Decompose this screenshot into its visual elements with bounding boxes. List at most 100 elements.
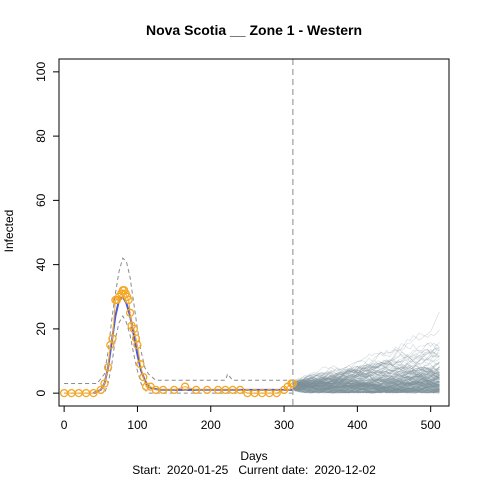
projection-line bbox=[292, 373, 440, 392]
x-tick-label: 0 bbox=[61, 418, 68, 432]
y-tick-label: 20 bbox=[34, 322, 48, 336]
projection-line bbox=[292, 365, 440, 387]
projection-line bbox=[292, 377, 440, 388]
fit-line bbox=[93, 295, 293, 395]
projection-line bbox=[292, 365, 440, 383]
observed-point bbox=[124, 295, 133, 305]
projection-line bbox=[292, 384, 440, 393]
projection-line bbox=[292, 375, 440, 389]
projection-line bbox=[292, 342, 440, 387]
observed-point bbox=[96, 385, 105, 395]
x-tick-label: 100 bbox=[127, 418, 147, 432]
projection-line bbox=[292, 375, 440, 389]
projection-line bbox=[292, 380, 440, 394]
projection-line bbox=[292, 366, 440, 394]
projection-line bbox=[292, 385, 440, 394]
observed-point bbox=[133, 340, 142, 350]
start-label: Start: bbox=[132, 463, 161, 477]
y-tick-label: 60 bbox=[34, 193, 48, 207]
projection-line bbox=[292, 377, 440, 392]
projection-line bbox=[292, 368, 440, 391]
projection-line bbox=[292, 379, 440, 390]
projection-line bbox=[292, 385, 440, 394]
projection-line bbox=[292, 376, 440, 393]
confidence-band bbox=[64, 257, 293, 394]
projection-line bbox=[292, 375, 440, 388]
projection-line bbox=[292, 381, 440, 392]
projection-line bbox=[292, 382, 440, 394]
projection-line bbox=[292, 365, 440, 385]
projection-line bbox=[292, 364, 440, 385]
projection-line bbox=[292, 377, 440, 394]
projection-line bbox=[292, 372, 440, 390]
x-axis-label: Days bbox=[240, 449, 267, 463]
current-label: Current date: bbox=[238, 463, 308, 477]
projection-line bbox=[292, 377, 440, 394]
projection-line bbox=[292, 382, 440, 394]
observed-point bbox=[103, 363, 113, 372]
projection-line bbox=[292, 381, 440, 393]
x-tick-label: 400 bbox=[347, 418, 367, 432]
projection-line bbox=[292, 378, 440, 392]
projection-line bbox=[292, 376, 440, 391]
band-lower-line bbox=[64, 314, 293, 394]
projection-line bbox=[292, 381, 440, 394]
projection-line bbox=[292, 382, 440, 391]
projection-line bbox=[292, 372, 440, 391]
projection-line bbox=[292, 360, 440, 391]
projection-line bbox=[292, 381, 440, 394]
projection-line bbox=[292, 381, 440, 394]
projection-line bbox=[292, 352, 440, 385]
projection-line bbox=[292, 376, 440, 394]
observed-point bbox=[180, 382, 190, 391]
projection-line bbox=[292, 377, 440, 394]
y-axis-label: Infected bbox=[2, 210, 16, 253]
projection-line bbox=[292, 369, 440, 386]
projection-line bbox=[292, 365, 440, 389]
projection-line bbox=[292, 382, 440, 394]
projection-line bbox=[292, 384, 440, 394]
projection-line bbox=[292, 374, 440, 393]
projection-line bbox=[292, 379, 440, 389]
projection-line bbox=[292, 375, 440, 387]
projection-line bbox=[292, 373, 440, 388]
x-axis: 0 100 200 300 400 500 bbox=[61, 406, 441, 432]
observed-point bbox=[191, 385, 201, 395]
projection-line bbox=[292, 378, 440, 391]
projection-line bbox=[292, 366, 440, 387]
observed-point bbox=[139, 372, 148, 382]
start-date: 2020-01-25 bbox=[167, 463, 229, 477]
projection-line bbox=[292, 382, 440, 394]
projection-line bbox=[292, 377, 440, 392]
observed-point bbox=[125, 308, 135, 317]
projection-line bbox=[292, 376, 440, 390]
projection-line bbox=[292, 386, 440, 394]
projection-line bbox=[292, 366, 440, 387]
projection-line bbox=[292, 385, 440, 394]
projection-line bbox=[292, 379, 440, 392]
projection-line bbox=[292, 381, 440, 394]
projection-line bbox=[292, 366, 440, 386]
projection-line bbox=[292, 368, 440, 391]
projection-line bbox=[292, 372, 440, 394]
projection-line bbox=[292, 371, 440, 393]
projection-line bbox=[292, 387, 440, 394]
projection-line bbox=[292, 383, 440, 394]
projection-line bbox=[292, 369, 440, 385]
observed-point bbox=[142, 382, 151, 391]
projection-line bbox=[292, 375, 440, 391]
observed-point bbox=[100, 379, 109, 388]
projection-line bbox=[292, 383, 440, 394]
projection-line bbox=[292, 359, 440, 385]
projection-line bbox=[292, 378, 440, 390]
projection-line bbox=[292, 374, 440, 394]
projection-line bbox=[292, 367, 440, 388]
projection-line bbox=[292, 366, 440, 385]
projection-line bbox=[292, 384, 440, 394]
projection-line bbox=[292, 386, 440, 394]
projection-line bbox=[292, 354, 440, 390]
projection-line bbox=[292, 342, 440, 385]
projection-line bbox=[292, 311, 440, 383]
projection-line bbox=[292, 365, 440, 389]
